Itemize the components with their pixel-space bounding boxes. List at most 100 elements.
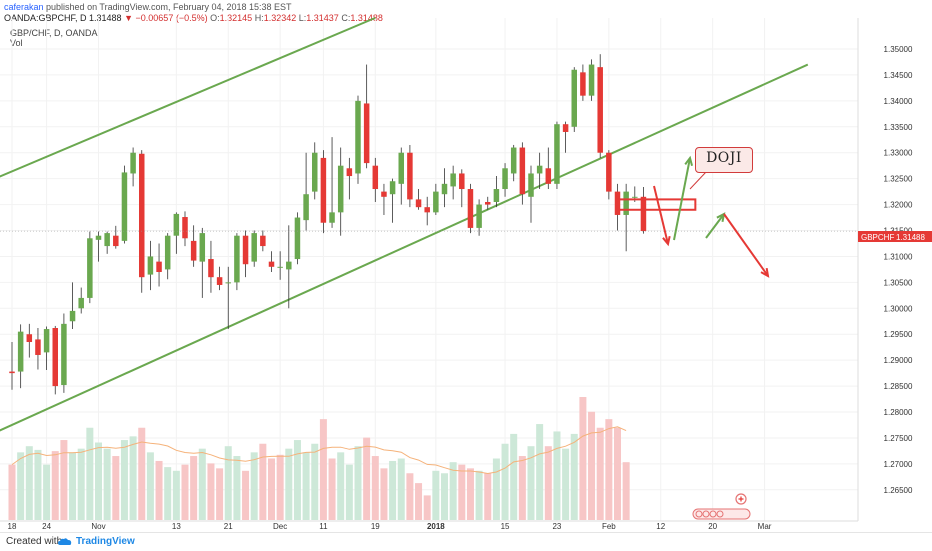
candle [199, 227, 206, 298]
low-value: 1.31437 [306, 13, 339, 23]
candle-body [242, 235, 249, 265]
candle [277, 251, 283, 280]
x-tick-label: 13 [172, 522, 181, 531]
candle [614, 183, 621, 231]
candle-body [268, 261, 275, 267]
volume-bar [311, 443, 319, 520]
candle [459, 169, 465, 208]
y-tick-label: 1.31000 [884, 252, 913, 261]
candle-body [614, 191, 621, 215]
volume-bar [596, 427, 604, 520]
high-label: H: [254, 13, 264, 23]
y-tick-label: 1.35000 [884, 45, 913, 54]
volume-bars [8, 397, 630, 520]
arrow-shaft [723, 213, 769, 277]
candle-body [113, 235, 119, 247]
last-price: 1.31488 [89, 13, 122, 23]
candle-body [260, 235, 266, 247]
candle-body [346, 168, 353, 177]
candle-body [433, 191, 439, 213]
volume-bar [293, 440, 301, 520]
volume-bar [432, 470, 440, 520]
volume-bar [268, 458, 275, 520]
price-tag [858, 231, 932, 242]
volume-bar [224, 446, 232, 520]
close-label: C: [341, 13, 351, 23]
candle [441, 168, 448, 208]
candle-body [640, 196, 647, 232]
close-value: 1.31488 [350, 13, 383, 23]
x-tick-label: 23 [552, 522, 561, 531]
volume-bar [60, 440, 68, 520]
volume-bar [380, 468, 388, 520]
price-chart[interactable]: 1.35000 1.34500 1.34000 1.33500 1.33000 1.325… [0, 0, 932, 532]
candle-body [580, 72, 586, 96]
candle [510, 144, 517, 182]
candle-body [571, 69, 577, 127]
y-tick-label: 1.28000 [884, 408, 913, 417]
y-tick-label: 1.30000 [884, 304, 913, 313]
volume-bar [242, 470, 250, 520]
x-tick-label: Nov [91, 522, 105, 531]
candle-body [61, 323, 67, 386]
volume-bar [484, 473, 492, 520]
volume-bar [190, 456, 198, 520]
candle [69, 282, 76, 330]
volume-bar [441, 473, 448, 520]
time-axis: 18 24 Nov 13 21 Dec 11 19 2018 15 23 Feb 12 20 Mar [8, 522, 772, 531]
down-triangle-icon: ▼ [124, 13, 134, 23]
arrow-shaft [705, 213, 725, 239]
volume-bar [423, 495, 431, 520]
candle-body [415, 199, 422, 208]
candle-body [303, 194, 309, 221]
candle [286, 225, 292, 309]
up-arrow-2 [705, 212, 726, 239]
volume-bar [397, 458, 405, 520]
event-flags-icon[interactable] [692, 493, 751, 520]
doji-pointer [689, 171, 707, 190]
price-axis: 1.35000 1.34500 1.34000 1.33500 1.33000 1.325… [884, 45, 913, 495]
x-tick-label: 15 [501, 522, 510, 531]
candle-body [337, 165, 344, 213]
doji-callout [695, 147, 753, 173]
candle-body [329, 212, 335, 223]
candle [9, 342, 15, 390]
candle [337, 147, 344, 236]
candle-body [554, 124, 560, 184]
volume-bar [216, 468, 224, 520]
volume-bar [562, 448, 570, 520]
candle-body [199, 233, 206, 262]
price-tag-symbol: GBPCHF [861, 233, 894, 242]
candle-body [398, 152, 404, 184]
candle [208, 240, 214, 293]
candle [164, 233, 171, 280]
candle-body [121, 172, 128, 241]
author-link[interactable]: caferakan [4, 2, 44, 12]
annotation-drawings [617, 155, 770, 278]
volume-bar [112, 456, 120, 520]
candle-body [363, 103, 370, 164]
volume-bar [510, 433, 518, 520]
candle [407, 144, 413, 208]
candle [182, 211, 188, 247]
candle [415, 189, 422, 210]
candle [61, 313, 67, 393]
tradingview-cloud-icon [58, 538, 72, 545]
candle-body [251, 233, 257, 262]
candle [597, 54, 603, 158]
candle-body [528, 173, 534, 197]
volume-bar [17, 452, 25, 520]
y-tick-label: 1.34000 [884, 97, 913, 106]
candle-body [389, 181, 396, 195]
y-tick-label: 1.32000 [884, 201, 913, 210]
open-value: 1.32145 [219, 13, 253, 23]
candle-body [519, 147, 526, 195]
volume-bar [155, 460, 163, 520]
price-tag-value: 1.31488 [896, 233, 925, 242]
candle [623, 183, 629, 252]
candle-body [225, 282, 231, 284]
arrow-shaft [653, 185, 669, 245]
volume-bar [164, 467, 172, 520]
tradingview-brand[interactable]: TradingView [76, 536, 135, 547]
x-tick-label: Feb [602, 522, 616, 531]
